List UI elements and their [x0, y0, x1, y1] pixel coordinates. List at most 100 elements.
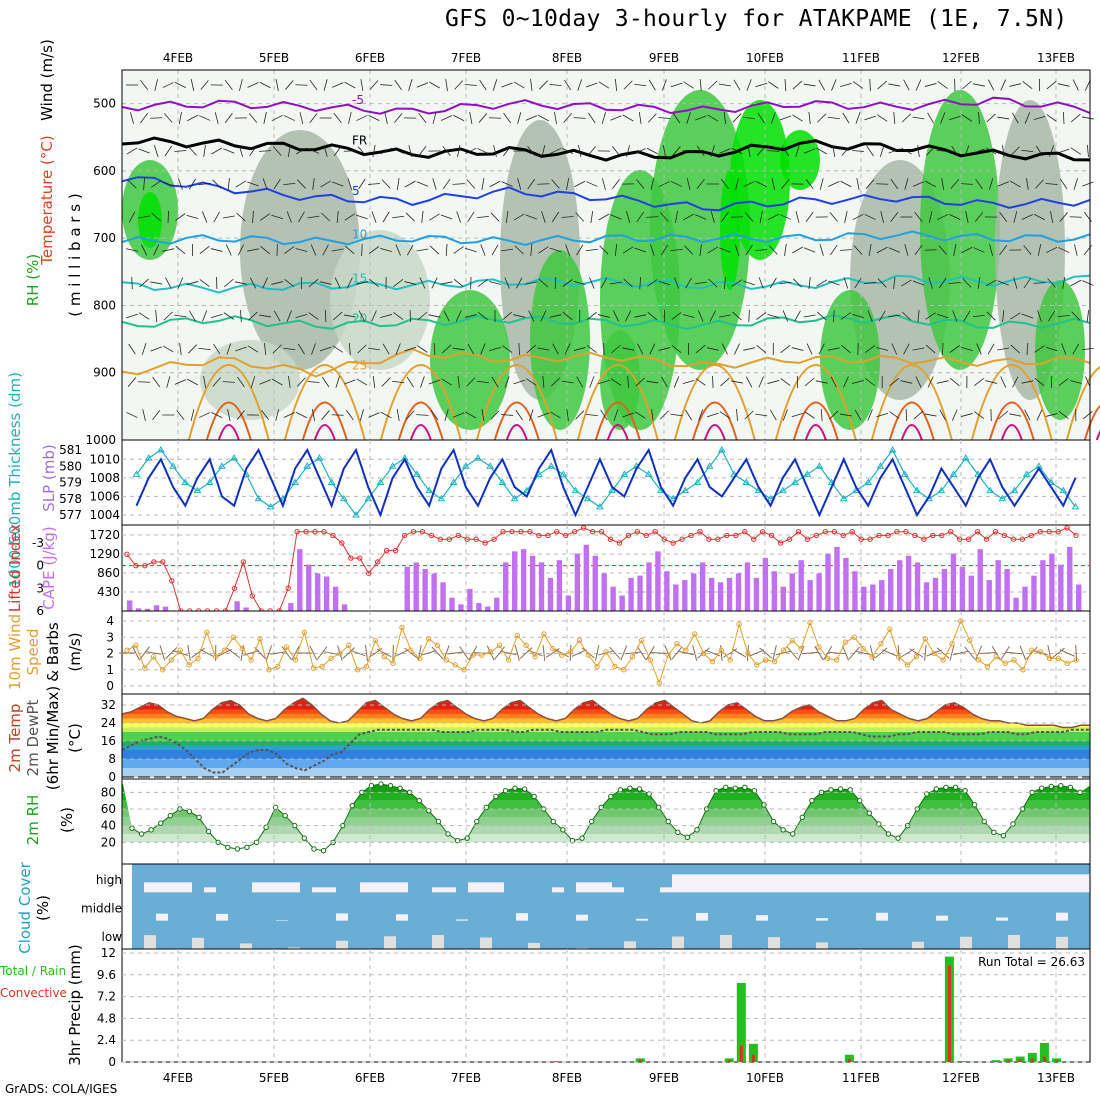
- cape-bar: [431, 573, 437, 611]
- wind-barb: [273, 310, 281, 322]
- wind-barb: [162, 345, 174, 353]
- wind-barb: [961, 346, 973, 352]
- wind-barb: [997, 116, 1010, 120]
- cape-bar: [753, 577, 760, 611]
- wind-barb: [566, 178, 570, 190]
- lifted-index-marker: [715, 536, 721, 542]
- wind-barb: [1071, 113, 1081, 123]
- cape-bar: [717, 582, 724, 611]
- wind-barb: [770, 112, 776, 124]
- wind-barb: [880, 211, 884, 223]
- rh-marker: [655, 804, 662, 811]
- rh-marker: [981, 818, 987, 825]
- cape-bar: [762, 557, 769, 611]
- wind-barb: [1035, 179, 1044, 189]
- wind-barb: [940, 112, 946, 124]
- wind-barb: [598, 379, 610, 385]
- wind-barb: [226, 343, 232, 355]
- temperature-contour-25: [673, 364, 756, 441]
- wind-barb: [159, 645, 166, 661]
- wind-barb: [262, 277, 268, 289]
- cape-bar: [127, 600, 133, 611]
- wind-barb: [962, 80, 972, 90]
- wind-barb: [1021, 313, 1034, 319]
- wind-barb: [237, 376, 245, 388]
- wind-barb: [586, 181, 598, 187]
- wind-barb: [949, 377, 960, 387]
- thickness-marker: [413, 470, 421, 477]
- wind-barb: [501, 181, 513, 187]
- wind-barb: [429, 245, 440, 255]
- wind-barb: [440, 281, 453, 285]
- precip-axis-label: 3hr Precip (mm): [66, 944, 84, 1065]
- wind-barb: [162, 248, 175, 252]
- high-cloud-patch: [996, 874, 1008, 893]
- lifted-index-marker: [312, 528, 318, 535]
- wind-barb: [356, 378, 368, 386]
- li-tick-label: 3: [36, 581, 44, 595]
- cape-bar: [825, 553, 831, 611]
- wind-barb: [480, 244, 486, 256]
- wind-barb: [901, 311, 912, 321]
- wind-barb: [416, 248, 429, 252]
- wind-barb: [840, 82, 852, 88]
- wind-barb: [456, 211, 462, 223]
- wind-barb: [190, 79, 195, 91]
- thickness-marker: [352, 511, 360, 518]
- wind-speed-marker: [940, 657, 946, 663]
- bottom-date-label: 12FEB: [942, 1071, 980, 1085]
- wind-barb: [599, 245, 609, 255]
- lifted-index-marker: [607, 536, 614, 542]
- cape-bar: [503, 562, 509, 611]
- cape-bar: [511, 551, 518, 611]
- rh-marker: [531, 793, 537, 800]
- wind-barb: [1072, 79, 1079, 91]
- cape-bar: [583, 544, 589, 611]
- wind-barb: [569, 644, 572, 662]
- wind-barb: [271, 214, 284, 220]
- wind-speed-marker: [922, 636, 929, 642]
- wind-barb: [503, 146, 512, 156]
- wind-barb: [308, 278, 319, 288]
- wind-speed-marker: [230, 634, 237, 640]
- wind-barb: [408, 145, 413, 157]
- cape-bar: [655, 551, 661, 611]
- wind-barb: [1000, 645, 1010, 661]
- wind-barb: [491, 244, 499, 256]
- wind-barb: [987, 343, 995, 355]
- thickness-marker: [327, 478, 336, 485]
- wind-barb: [1046, 246, 1058, 254]
- wind-barb: [1086, 144, 1089, 158]
- wind-barb: [316, 646, 328, 660]
- wind-barb: [769, 277, 777, 289]
- high-cloud-patch: [828, 874, 840, 893]
- wind-barb: [941, 178, 945, 190]
- wind-barb: [243, 650, 259, 656]
- wind-barb: [613, 409, 619, 421]
- cloud-row-label: middle: [81, 902, 122, 916]
- temperature-contour-25: [576, 364, 659, 441]
- wind-barb: [247, 345, 259, 353]
- thickness-marker: [705, 462, 714, 469]
- bottom-date-label: 13FEB: [1037, 1071, 1075, 1085]
- wind10-axis-label: 10m Wind: [6, 614, 24, 690]
- thickness-marker: [620, 470, 629, 477]
- high-cloud-patch: [444, 887, 456, 893]
- wind-barb: [211, 147, 223, 155]
- high-cloud-patch: [264, 882, 276, 893]
- wind-barb: [126, 147, 138, 155]
- wind-barb: [694, 281, 707, 285]
- cape-bar: [565, 595, 572, 611]
- wind-barb: [952, 409, 958, 421]
- wind-barb: [792, 278, 803, 288]
- wind-barb: [297, 377, 306, 387]
- lifted-index-marker: [500, 528, 506, 535]
- wind-barb: [925, 344, 936, 354]
- lifted-index-marker: [1037, 528, 1043, 535]
- wind-barb: [882, 649, 898, 657]
- rh-shading: [330, 230, 430, 370]
- temperature-band: [122, 718, 1090, 723]
- wind-barb: [538, 246, 549, 254]
- wind-barb: [877, 278, 887, 288]
- thickness-marker: [522, 486, 531, 494]
